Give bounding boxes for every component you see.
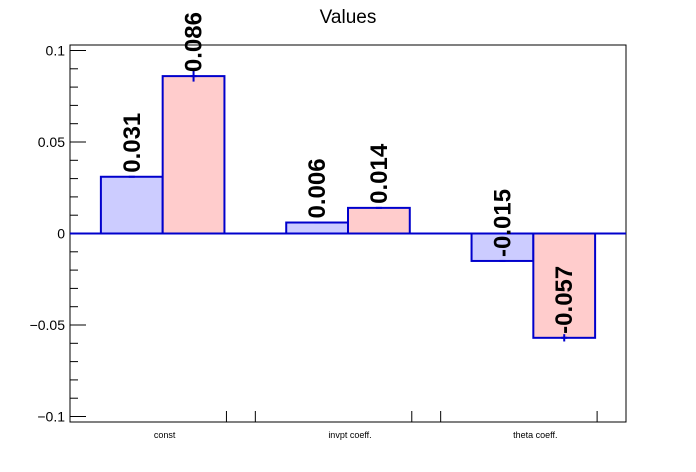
bar — [285, 221, 350, 235]
x-axis: const invpt coeff. theta coeff. — [69, 411, 627, 440]
value-label: 0.031 — [119, 113, 146, 173]
value-label: 0.014 — [366, 143, 393, 204]
y-tick-label: −0.1 — [37, 409, 65, 425]
bars — [99, 70, 597, 342]
y-tick-label: 0.1 — [46, 42, 66, 58]
y-tick-label: 0.05 — [38, 134, 65, 150]
value-label: -0.057 — [551, 266, 578, 334]
x-category-label: theta coeff. — [513, 430, 557, 440]
y-tick-label: 0 — [57, 226, 65, 242]
bar — [161, 75, 226, 235]
chart-title: Values — [320, 7, 377, 28]
bar — [99, 175, 164, 235]
bar — [347, 206, 411, 235]
x-category-label: const — [154, 430, 176, 440]
x-category-label: invpt coeff. — [328, 430, 371, 440]
y-axis: −0.1 −0.05 0 0.05 0.1 — [30, 42, 86, 425]
y-tick-label: −0.05 — [30, 317, 66, 333]
value-label: -0.015 — [489, 189, 516, 257]
value-label: 0.086 — [181, 12, 208, 72]
value-label: 0.006 — [304, 158, 331, 218]
value-labels: 0.031 0.086 0.006 0.014 -0.015 -0.057 — [119, 12, 578, 334]
